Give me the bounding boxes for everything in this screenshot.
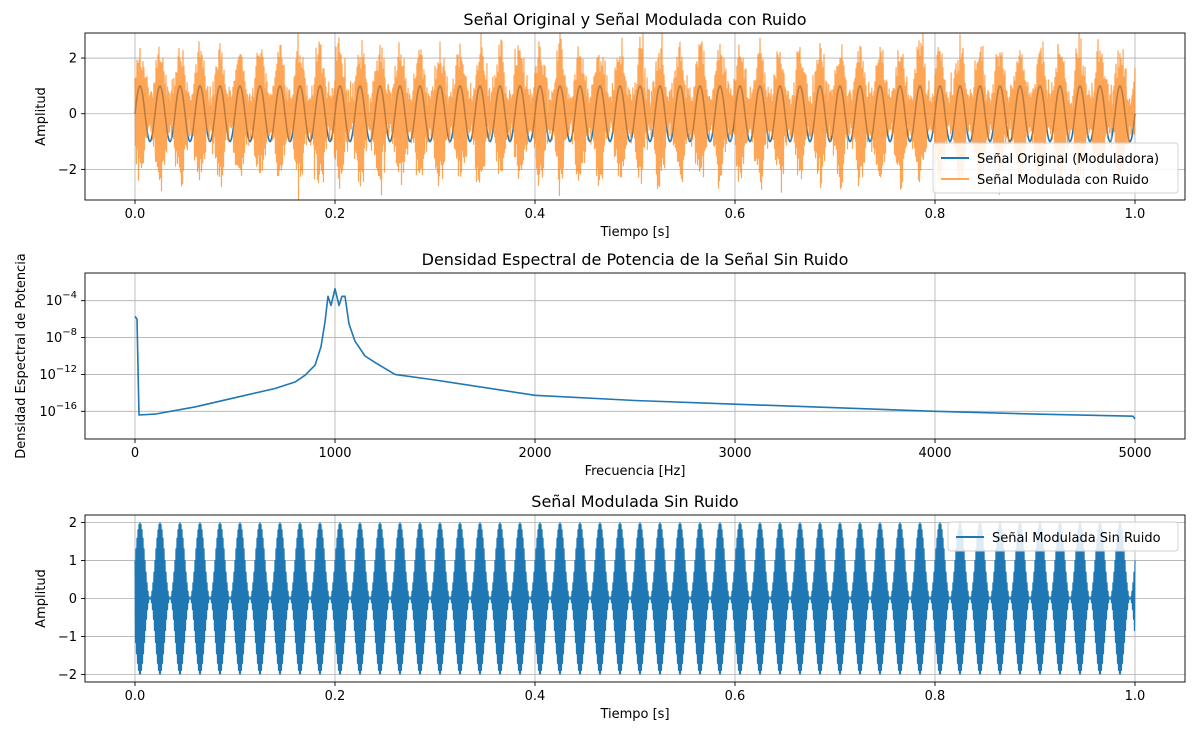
- legend-entry-label: Señal Original (Moduladora): [977, 152, 1159, 167]
- x-tick-label: 0.6: [725, 207, 746, 222]
- x-axis-label: Tiempo [s]: [599, 225, 669, 240]
- y-tick-label: 0: [69, 592, 77, 607]
- x-tick-label: 0.0: [125, 207, 146, 222]
- x-tick-label: 1000: [318, 446, 351, 461]
- series-group: [134, 521, 1136, 675]
- x-tick-label: 1.0: [1125, 207, 1146, 222]
- x-tick-label: 0.4: [525, 207, 546, 222]
- x-tick-label: 0.8: [925, 207, 946, 222]
- x-axis-label: Tiempo [s]: [599, 707, 669, 722]
- x-tick-label: 0.2: [325, 689, 346, 704]
- y-tick-label: 2: [69, 516, 77, 531]
- y-tick-label: 10−8: [46, 327, 77, 346]
- y-tick-label: 2: [69, 52, 77, 67]
- x-axis-label: Frecuencia [Hz]: [585, 464, 686, 479]
- chart-title: Señal Modulada Sin Ruido: [531, 492, 738, 511]
- legend-entry-label: Señal Modulada Sin Ruido: [992, 531, 1161, 546]
- legend: Señal Modulada Sin Ruido: [947, 521, 1179, 552]
- x-tick-label: 0.8: [925, 689, 946, 704]
- y-axis-label: Amplitud: [34, 569, 49, 628]
- y-tick-label: −1: [58, 630, 77, 645]
- x-tick-label: 5000: [1118, 446, 1151, 461]
- x-tick-label: 1.0: [1125, 689, 1146, 704]
- series-group: [134, 287, 1136, 420]
- series-group: [134, 33, 1136, 200]
- y-tick-label: 10−4: [46, 290, 77, 309]
- chart-title: Señal Original y Señal Modulada con Ruid…: [463, 10, 806, 29]
- subplot-3: 0.0 0.2 0.4 0.6 0.8 1.0 −2 −1 0 1 2 Señal Modulada …: [34, 492, 1186, 722]
- y-tick-label: −2: [58, 668, 77, 683]
- y-tick-label: 0: [69, 107, 77, 122]
- x-tick-label: 3000: [718, 446, 751, 461]
- y-tick-label: 1: [69, 554, 77, 569]
- x-tick-label: 0.0: [125, 689, 146, 704]
- x-tick-label: 4000: [918, 446, 951, 461]
- axes-frame: [84, 32, 1186, 201]
- x-tick-label: 0: [131, 446, 139, 461]
- x-tick-label: 2000: [518, 446, 551, 461]
- legend: Señal Original (Moduladora) Señal Modulad…: [932, 142, 1179, 194]
- series-line-1: [134, 521, 1136, 675]
- chart-title: Densidad Espectral de Potencia de la Señ…: [422, 250, 849, 269]
- y-axis-label: Amplitud: [34, 87, 49, 146]
- axes-frame: [84, 272, 1186, 440]
- x-tick-label: 0.2: [325, 207, 346, 222]
- y-tick-label: −2: [58, 163, 77, 178]
- x-tick-label: 0.6: [725, 689, 746, 704]
- subplot-1: 0.0 0.2 0.4 0.6 0.8 1.0 −2 0 2 Señal Original y S…: [34, 10, 1186, 240]
- series-line-1: [134, 287, 1136, 420]
- series-line-2: [134, 33, 1136, 200]
- y-axis-label: Densidad Espectral de Potencia: [14, 253, 29, 459]
- y-tick-label: 10−12: [39, 364, 77, 383]
- subplot-2: 0 1000 2000 3000 4000 5000 10−16 10−12 10−8 10−4 D…: [14, 250, 1186, 479]
- y-tick-label: 10−16: [39, 401, 77, 420]
- legend-entry-label: Señal Modulada con Ruido: [977, 173, 1149, 188]
- x-tick-label: 0.4: [525, 689, 546, 704]
